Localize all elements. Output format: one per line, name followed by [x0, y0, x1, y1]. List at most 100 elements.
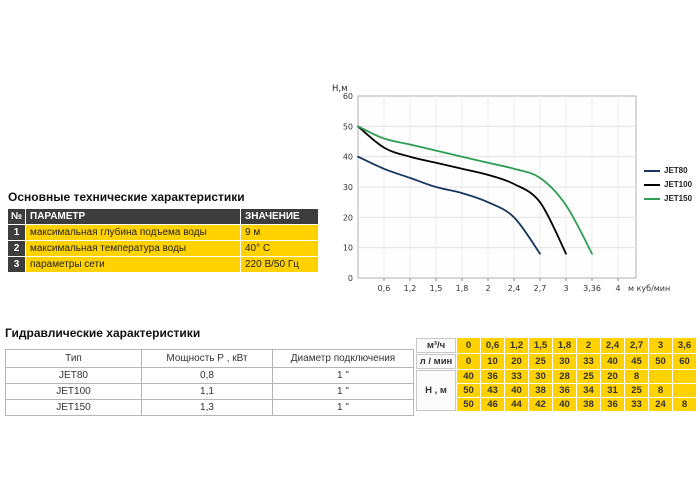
legend-swatch-jet150 — [644, 197, 660, 200]
legend-item-jet100: JET100 — [644, 180, 692, 189]
spec-row-param: параметры сети — [26, 257, 240, 272]
flow-cell: 50 — [649, 354, 672, 369]
spec-row-value: 220 В/50 Гц — [241, 257, 318, 272]
flow-cell: 45 — [625, 354, 648, 369]
x-tick-label: 3 — [563, 284, 568, 293]
flow-cell: 1,2 — [505, 338, 528, 353]
spec-col-value: ЗНАЧЕНИЕ — [241, 209, 318, 224]
flow-cell: 0 — [457, 354, 480, 369]
flow-cell: 36 — [553, 384, 576, 397]
y-axis-label: Н,м — [332, 84, 348, 94]
flow-cell: 42 — [529, 398, 552, 411]
flow-row-m3h: м³/ч 0 0,6 1,2 1,5 1,8 2 2,4 2,7 3 3,6 — [416, 338, 696, 353]
chart-legend: JET80 JET100 JET150 — [644, 166, 692, 203]
hydraulic-power: 1,3 — [141, 399, 273, 416]
table-row: JET80 0,8 1 " — [5, 367, 414, 384]
main-specs-table: № ПАРАМЕТР ЗНАЧЕНИЕ 1 максимальная глуби… — [8, 209, 318, 272]
flow-cell: 40 — [505, 384, 528, 397]
flow-cell: 43 — [481, 384, 504, 397]
flow-cell: 8 — [625, 370, 648, 383]
x-axis-unit-label: м куб/мин — [628, 284, 670, 293]
legend-item-jet150: JET150 — [644, 194, 692, 203]
flow-cell: 20 — [601, 370, 624, 383]
hydraulic-heading: Гидравлические характеристики — [5, 326, 201, 340]
pump-curves-chart: 0,6 1,2 1,5 1,8 2 2,4 2,7 3 3,36 4 0 10 20 30 40 50 60 Н,… — [308, 78, 700, 303]
flow-cell: 20 — [505, 354, 528, 369]
main-specs-heading: Основные технические характеристики — [8, 190, 245, 204]
flow-cell — [673, 384, 696, 397]
flow-cell: 33 — [505, 370, 528, 383]
flow-cell: 46 — [481, 398, 504, 411]
flow-cell: 8 — [649, 384, 672, 397]
spec-row-param: максимальная глубина подъема воды — [26, 225, 240, 240]
flow-label-head: Н , м — [416, 370, 456, 411]
flow-cell — [673, 370, 696, 383]
flow-cell: 25 — [577, 370, 600, 383]
flow-row-head-jet150: 50 46 44 42 40 38 36 33 24 8 — [416, 398, 696, 411]
flow-cell: 25 — [625, 384, 648, 397]
flow-cell: 34 — [577, 384, 600, 397]
table-row: JET100 1,1 1 " — [5, 383, 414, 400]
spec-row-param: максимальная температура воды — [26, 241, 240, 256]
flow-cell: 31 — [601, 384, 624, 397]
flow-cell: 25 — [529, 354, 552, 369]
flow-cell: 28 — [553, 370, 576, 383]
flow-label-lmin: л / мин — [416, 354, 456, 369]
hydraulic-col-power: Мощность Р , кВт — [141, 349, 273, 368]
flow-cell: 3 — [649, 338, 672, 353]
flow-cell: 10 — [481, 354, 504, 369]
hydraulic-col-diameter: Диаметр подключения — [272, 349, 414, 368]
x-tick-label: 3,36 — [583, 284, 601, 293]
hydraulic-type: JET100 — [5, 383, 142, 400]
spec-row-num: 3 — [8, 257, 25, 272]
hydraulic-type: JET150 — [5, 399, 142, 416]
y-tick-label: 20 — [343, 213, 353, 222]
hydraulic-diameter: 1 " — [272, 383, 414, 400]
flow-row-head-jet100: 50 43 40 38 36 34 31 25 8 — [416, 384, 696, 397]
flow-cell: 50 — [457, 398, 480, 411]
flow-cell: 33 — [625, 398, 648, 411]
x-tick-label: 4 — [615, 284, 620, 293]
flow-cell: 38 — [577, 398, 600, 411]
y-tick-label: 0 — [348, 274, 353, 283]
legend-swatch-jet80 — [644, 169, 660, 172]
legend-item-jet80: JET80 — [644, 166, 692, 175]
y-tick-label: 40 — [343, 153, 353, 162]
curve-JET150 — [357, 125, 593, 255]
x-tick-label: 2,4 — [508, 284, 521, 293]
flow-cell: 0,6 — [481, 338, 504, 353]
x-tick-label: 0,6 — [378, 284, 391, 293]
flow-cell: 36 — [601, 398, 624, 411]
spec-row-value: 9 м — [241, 225, 318, 240]
hydraulic-header-row: Тип Мощность Р , кВт Диаметр подключения — [5, 349, 414, 368]
y-tick-label: 10 — [343, 244, 353, 253]
flow-cell: 50 — [457, 384, 480, 397]
flow-cell — [649, 370, 672, 383]
hydraulic-power: 1,1 — [141, 383, 273, 400]
hydraulic-col-type: Тип — [5, 349, 142, 368]
flow-cell: 2 — [577, 338, 600, 353]
x-tick-label: 1,5 — [430, 284, 443, 293]
flow-cell: 24 — [649, 398, 672, 411]
hydraulic-power: 0,8 — [141, 367, 273, 384]
spec-row-value: 40° С — [241, 241, 318, 256]
hydraulic-diameter: 1 " — [272, 399, 414, 416]
flow-cell: 8 — [673, 398, 696, 411]
hydraulic-table: Тип Мощность Р , кВт Диаметр подключения… — [5, 349, 414, 416]
x-tick-label: 2,7 — [534, 284, 547, 293]
legend-label-jet100: JET100 — [664, 180, 693, 189]
flow-cell: 38 — [529, 384, 552, 397]
flow-row-head-jet80: Н , м 40 36 33 30 28 25 20 8 — [416, 370, 696, 411]
legend-label-jet80: JET80 — [664, 166, 688, 175]
x-tick-label: 1,2 — [404, 284, 417, 293]
flow-cell: 0 — [457, 338, 480, 353]
legend-swatch-jet100 — [644, 183, 660, 186]
flow-cell: 60 — [673, 354, 696, 369]
legend-label-jet150: JET150 — [664, 194, 693, 203]
spec-row-num: 2 — [8, 241, 25, 256]
flow-label-m3h: м³/ч — [416, 338, 456, 353]
flow-table: м³/ч 0 0,6 1,2 1,5 1,8 2 2,4 2,7 3 3,6 л… — [415, 337, 697, 412]
flow-cell: 33 — [577, 354, 600, 369]
x-tick-label: 2 — [485, 284, 490, 293]
